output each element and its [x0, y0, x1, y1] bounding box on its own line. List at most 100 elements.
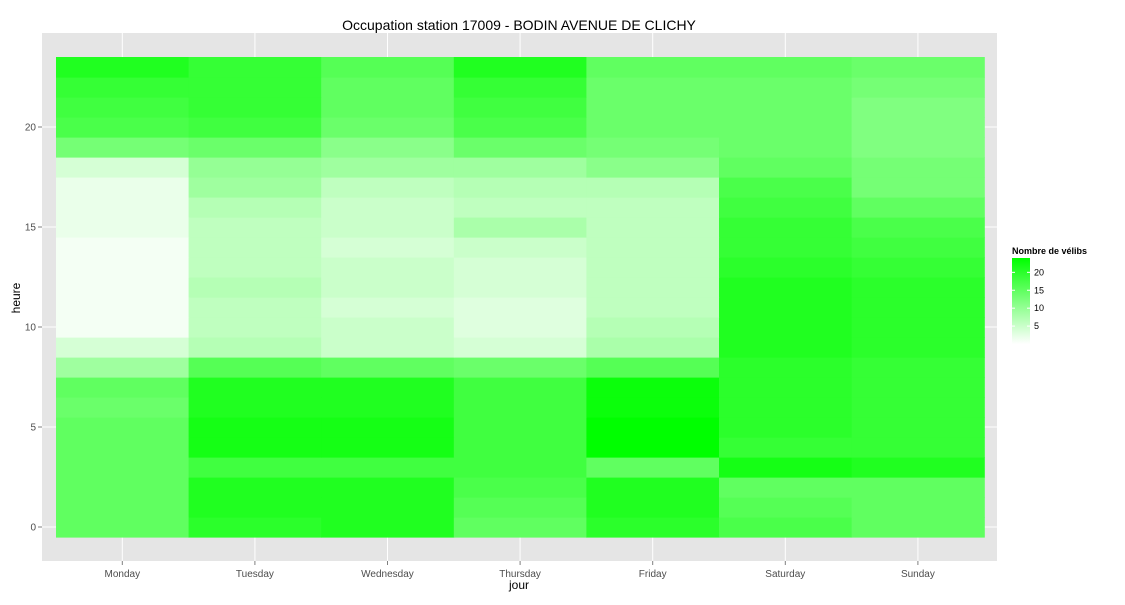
heatmap-cell	[56, 237, 190, 258]
heatmap-cell	[719, 477, 853, 498]
heatmap-cell	[188, 517, 322, 538]
heatmap-cell	[586, 257, 720, 278]
heatmap-cell	[586, 337, 720, 358]
heatmap-cell	[851, 97, 985, 118]
heatmap-cell	[851, 257, 985, 278]
heatmap-cell	[188, 197, 322, 218]
heatmap-cell	[453, 517, 587, 538]
y-tick-label: 20	[25, 123, 37, 134]
legend-tick-label: 20	[1034, 267, 1044, 277]
heatmap-cell	[719, 357, 853, 378]
heatmap-cell	[586, 177, 720, 198]
heatmap-cell	[851, 77, 985, 98]
x-tick-label: Sunday	[901, 569, 935, 580]
heatmap-cell	[188, 297, 322, 318]
heatmap-cell	[453, 457, 587, 478]
heatmap-cell	[586, 457, 720, 478]
heatmap-cell	[719, 297, 853, 318]
heatmap-cell	[188, 417, 322, 438]
heatmap-cell	[453, 237, 587, 258]
heatmap-cell	[851, 197, 985, 218]
heatmap-cell	[453, 157, 587, 178]
heatmap-cell	[56, 417, 190, 438]
heatmap-cell	[586, 277, 720, 298]
heatmap-cell	[586, 517, 720, 538]
heatmap-cell	[321, 477, 455, 498]
heatmap-cell	[321, 277, 455, 298]
heatmap-cell	[188, 157, 322, 178]
heatmap-cell	[321, 377, 455, 398]
heatmap-cell	[586, 77, 720, 98]
heatmap-cell	[719, 457, 853, 478]
heatmap-cells	[56, 57, 985, 538]
heatmap-cell	[586, 157, 720, 178]
heatmap-cell	[321, 157, 455, 178]
heatmap-cell	[321, 297, 455, 318]
heatmap-cell	[719, 177, 853, 198]
heatmap-cell	[453, 397, 587, 418]
heatmap-cell	[188, 217, 322, 238]
heatmap-cell	[453, 497, 587, 518]
heatmap-cell	[586, 217, 720, 238]
heatmap-cell	[56, 57, 190, 78]
heatmap-cell	[851, 357, 985, 378]
heatmap-cell	[851, 57, 985, 78]
y-tick-label: 0	[30, 523, 36, 534]
heatmap-cell	[321, 497, 455, 518]
heatmap-cell	[851, 117, 985, 138]
y-tick-label: 10	[25, 323, 37, 334]
heatmap-cell	[188, 117, 322, 138]
heatmap-cell	[719, 437, 853, 458]
heatmap-cell	[56, 157, 190, 178]
heatmap-cell	[321, 117, 455, 138]
heatmap-cell	[851, 337, 985, 358]
heatmap-cell	[719, 57, 853, 78]
heatmap-cell	[56, 397, 190, 418]
heatmap-cell	[719, 237, 853, 258]
heatmap-cell	[188, 497, 322, 518]
heatmap-cell	[453, 277, 587, 298]
heatmap-cell	[188, 377, 322, 398]
heatmap-cell	[719, 77, 853, 98]
heatmap-cell	[719, 377, 853, 398]
heatmap-cell	[851, 297, 985, 318]
heatmap-cell	[586, 477, 720, 498]
heatmap-cell	[56, 257, 190, 278]
heatmap-cell	[586, 197, 720, 218]
heatmap-cell	[719, 277, 853, 298]
heatmap-cell	[188, 437, 322, 458]
x-tick-label: Friday	[639, 569, 667, 580]
heatmap-cell	[188, 177, 322, 198]
heatmap-cell	[719, 157, 853, 178]
heatmap-cell	[188, 237, 322, 258]
heatmap-cell	[719, 117, 853, 138]
heatmap-cell	[321, 137, 455, 158]
heatmap-cell	[321, 337, 455, 358]
heatmap-cell	[321, 257, 455, 278]
y-tick-label: 5	[30, 423, 36, 434]
heatmap-cell	[719, 97, 853, 118]
legend: Nombre de vélibs 5 10 15 20	[1012, 246, 1087, 344]
y-tick-label: 15	[25, 223, 37, 234]
heatmap-cell	[851, 497, 985, 518]
heatmap-cell	[453, 137, 587, 158]
heatmap-cell	[586, 317, 720, 338]
heatmap-cell	[321, 197, 455, 218]
x-axis: Monday Tuesday Wednesday Thursday Friday Satu…	[105, 561, 935, 580]
heatmap-cell	[56, 297, 190, 318]
heatmap-cell	[321, 217, 455, 238]
heatmap-cell	[188, 317, 322, 338]
heatmap-cell	[188, 277, 322, 298]
x-tick-label: Monday	[105, 569, 141, 580]
heatmap-cell	[719, 197, 853, 218]
heatmap-cell	[188, 397, 322, 418]
heatmap-cell	[321, 417, 455, 438]
heatmap-cell	[851, 177, 985, 198]
heatmap-cell	[719, 337, 853, 358]
heatmap-cell	[586, 237, 720, 258]
heatmap-cell	[851, 377, 985, 398]
heatmap-cell	[321, 357, 455, 378]
heatmap-cell	[586, 357, 720, 378]
